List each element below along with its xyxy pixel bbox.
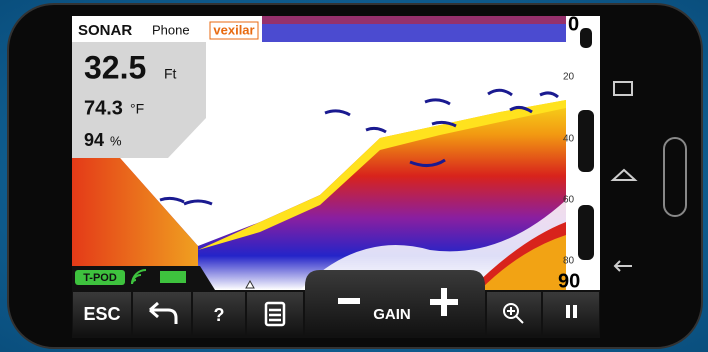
phone-nav [610, 81, 687, 272]
help-button[interactable] [193, 292, 245, 336]
brand-suffix: Phone [152, 22, 190, 37]
logo: vexilar [213, 22, 254, 37]
pause-button[interactable] [543, 292, 599, 336]
bottom-echo [578, 28, 594, 260]
depth-tick: 20 [563, 72, 575, 83]
battery-icon [160, 271, 186, 283]
depth-unit: Ft [164, 66, 177, 82]
undo-icon [149, 301, 178, 324]
depth-bottom: 90 [558, 270, 580, 292]
battery-unit: % [110, 133, 122, 148]
temperature-value: 74.3 [84, 97, 123, 119]
help-label: ? [214, 305, 225, 325]
tpod-badge [75, 270, 125, 285]
plus-icon [430, 288, 458, 316]
signal-icon [131, 269, 147, 285]
tpod-label: T-POD [83, 272, 117, 284]
battery-value: 94 [84, 130, 104, 150]
depth-tick: 40 [563, 134, 575, 145]
depth-value: 32.5 [84, 49, 146, 85]
readings-panel [72, 42, 206, 158]
gain-label: GAIN [373, 306, 411, 323]
logo-box [209, 21, 259, 40]
home-button[interactable] [610, 168, 638, 181]
menu-icon [264, 301, 286, 327]
zoom-icon [503, 303, 524, 324]
minus-icon [338, 298, 360, 304]
pause-icon [566, 305, 577, 318]
recent-button[interactable] [613, 81, 633, 96]
depth-top: 0 [568, 13, 579, 35]
gain-panel [305, 270, 485, 336]
depth-tick: 80 [563, 256, 575, 267]
temperature-unit: °F [130, 101, 144, 117]
esc-label: ESC [83, 304, 120, 324]
back-app-button[interactable] [133, 292, 191, 336]
cursor-marker [245, 279, 255, 289]
depth-tick: 60 [563, 195, 575, 206]
back-button[interactable] [613, 260, 632, 272]
zoom-button[interactable] [487, 292, 541, 336]
brand: SONAR [78, 22, 132, 39]
esc-button[interactable] [73, 292, 131, 336]
toolbar-buttons: ESC ? GAIN [73, 270, 599, 336]
home-pill[interactable] [663, 137, 687, 217]
